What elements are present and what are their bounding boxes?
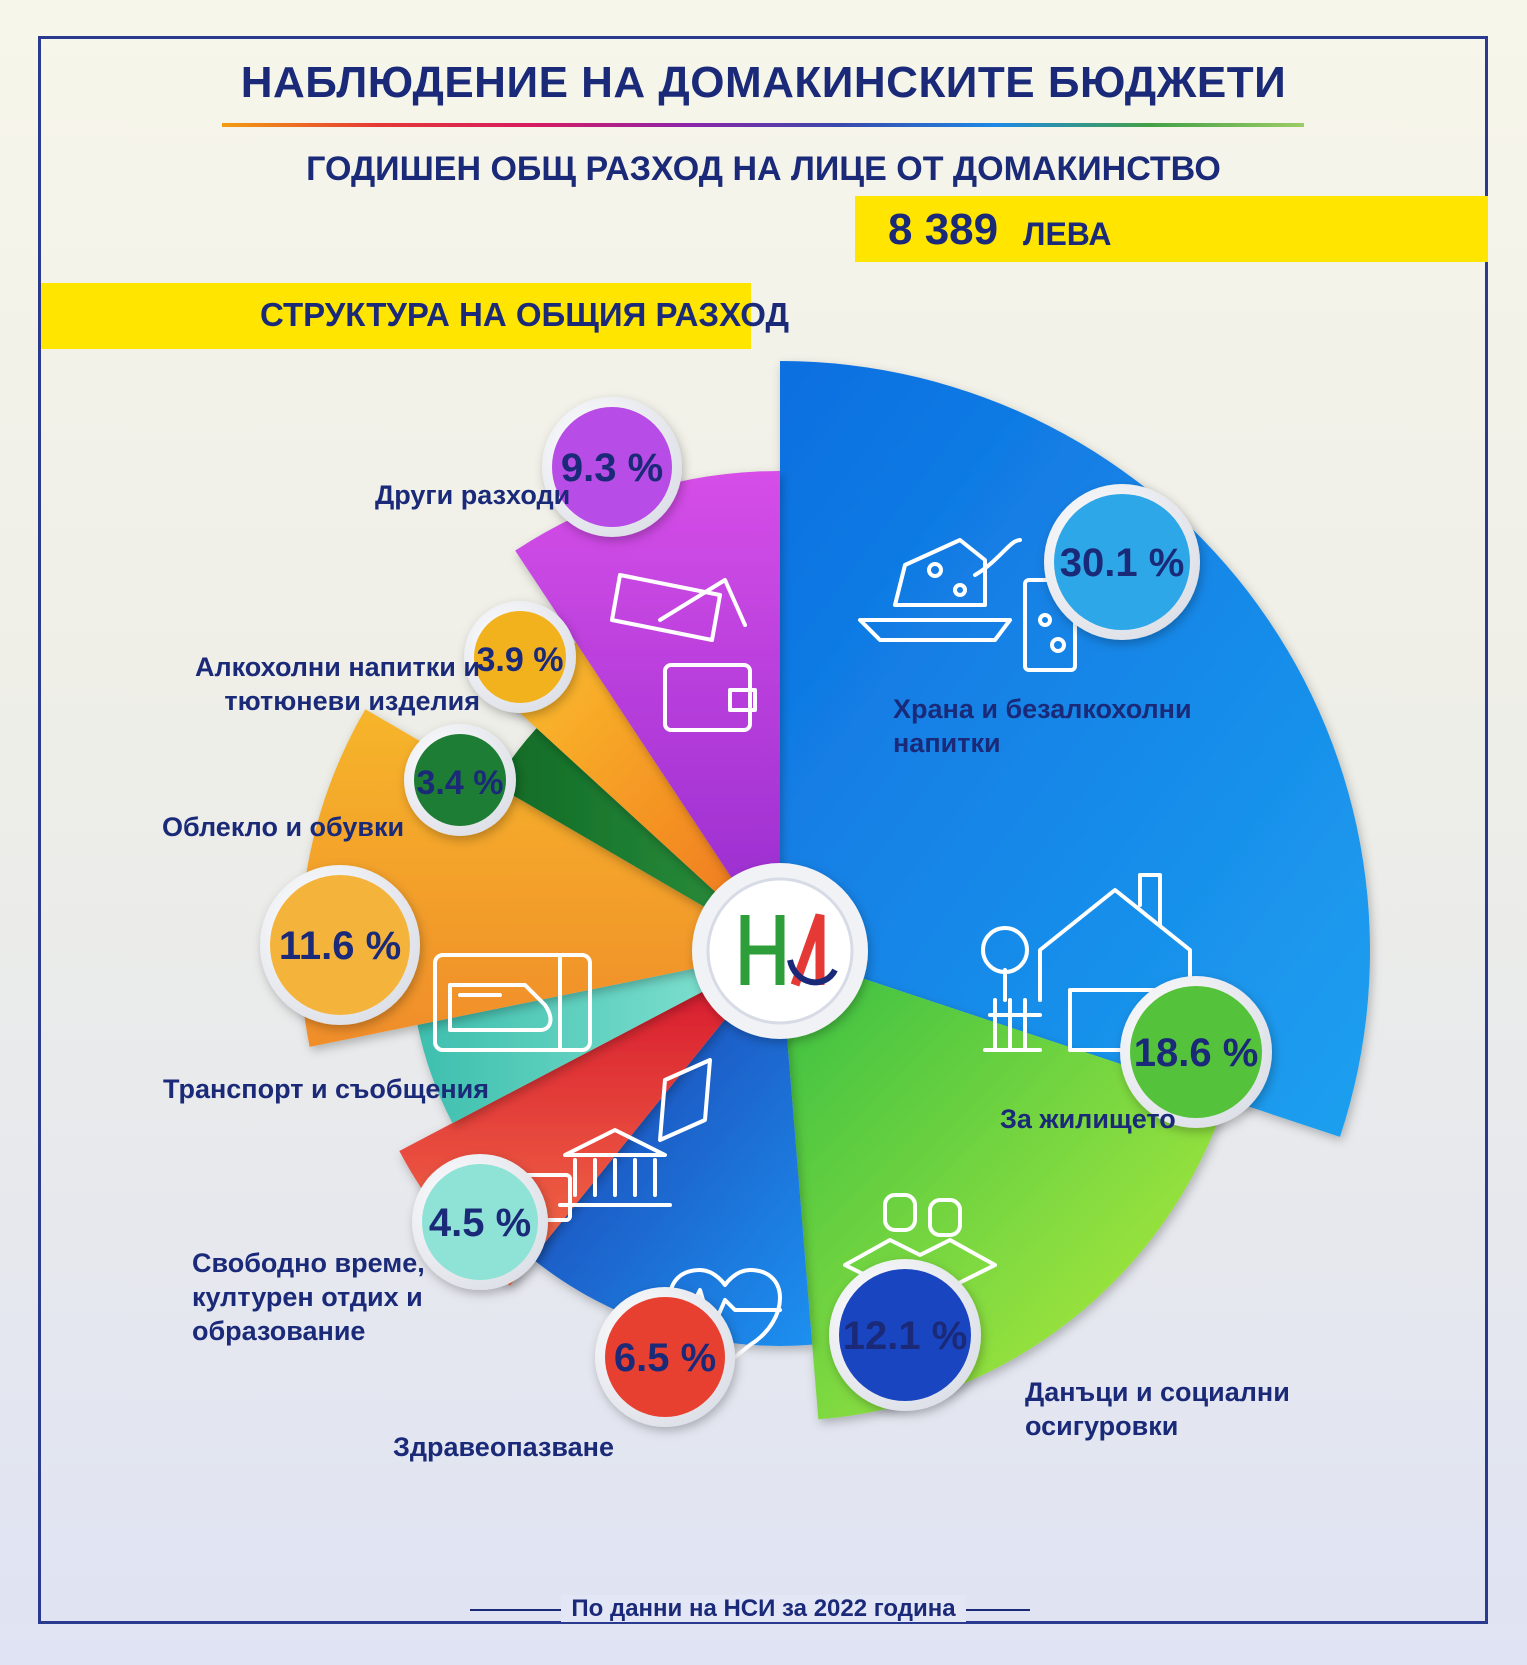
slice-other bbox=[515, 471, 780, 901]
footer-source: По данни на НСИ за 2022 година bbox=[0, 1595, 1527, 1623]
slice-alcohol bbox=[507, 642, 747, 911]
wallet-icon bbox=[610, 573, 757, 732]
bubble-alcohol bbox=[474, 611, 566, 703]
bubble-housing bbox=[1130, 986, 1262, 1118]
total-unit: ЛЕВА bbox=[1023, 216, 1112, 252]
slice-clothing bbox=[494, 728, 736, 921]
structure-label: СТРУКТУРА НА ОБЩИЯ РАЗХОД bbox=[260, 296, 789, 333]
label-transport: Транспорт и съобщения bbox=[163, 1074, 490, 1104]
label-health: Здравеопазване bbox=[393, 1432, 614, 1462]
value-label-taxes: 12.1 % bbox=[843, 1314, 968, 1358]
bubble-taxes bbox=[839, 1269, 971, 1401]
page-title: НАБЛЮДЕНИЕ НА ДОМАКИНСКИТЕ БЮДЖЕТИ bbox=[240, 58, 1287, 107]
label-other: Други разходи bbox=[375, 480, 571, 510]
value-label-clothing: 3.4 % bbox=[417, 764, 504, 802]
border-frame bbox=[38, 36, 1488, 1624]
bubble-leisure bbox=[422, 1164, 538, 1280]
label-alcohol: Алкохолни напитки и тютюневи изделия bbox=[194, 652, 480, 716]
slice-taxes bbox=[532, 997, 813, 1346]
value-label-health: 6.5 % bbox=[614, 1336, 716, 1380]
train-ticket-icon bbox=[433, 953, 592, 1052]
label-leisure: Свободно време, културен отдих и образов… bbox=[192, 1248, 425, 1346]
total-value: 8 389 bbox=[888, 205, 999, 254]
label-taxes: Данъци и социални осигуровки bbox=[1025, 1377, 1290, 1441]
food-icon bbox=[858, 538, 1077, 672]
logo-mark-red bbox=[790, 913, 825, 987]
label-food: Храна и безалкохолни напитки bbox=[893, 694, 1192, 758]
logo-mark-swoosh bbox=[787, 959, 838, 986]
title-underline bbox=[222, 123, 1304, 127]
value-label-food: 30.1 % bbox=[1060, 541, 1185, 585]
footer-text: По данни на НСИ за 2022 година bbox=[561, 1595, 966, 1622]
bubble-transport bbox=[270, 875, 410, 1015]
value-label-leisure: 4.5 % bbox=[429, 1201, 531, 1245]
slice-leisure bbox=[417, 962, 727, 1124]
page-subtitle: ГОДИШЕН ОБЩ РАЗХОД НА ЛИЦЕ ОТ ДОМАКИНСТВ… bbox=[306, 150, 1221, 188]
logo bbox=[692, 863, 868, 1039]
value-label-other: 9.3 % bbox=[561, 446, 663, 490]
bubble-health bbox=[605, 1297, 725, 1417]
bubble-other bbox=[552, 407, 672, 527]
value-label-housing: 18.6 % bbox=[1134, 1031, 1259, 1075]
structure-highlight bbox=[41, 283, 751, 349]
total-highlight bbox=[855, 196, 1488, 262]
bubble-food bbox=[1054, 494, 1190, 630]
value-label-alcohol: 3.9 % bbox=[477, 641, 564, 679]
label-clothing: Облекло и обувки bbox=[162, 812, 405, 842]
bubble-clothing bbox=[414, 734, 506, 826]
label-housing: За жилището bbox=[1000, 1104, 1176, 1134]
value-label-transport: 11.6 % bbox=[279, 924, 401, 968]
logo-mark-h bbox=[745, 915, 785, 985]
